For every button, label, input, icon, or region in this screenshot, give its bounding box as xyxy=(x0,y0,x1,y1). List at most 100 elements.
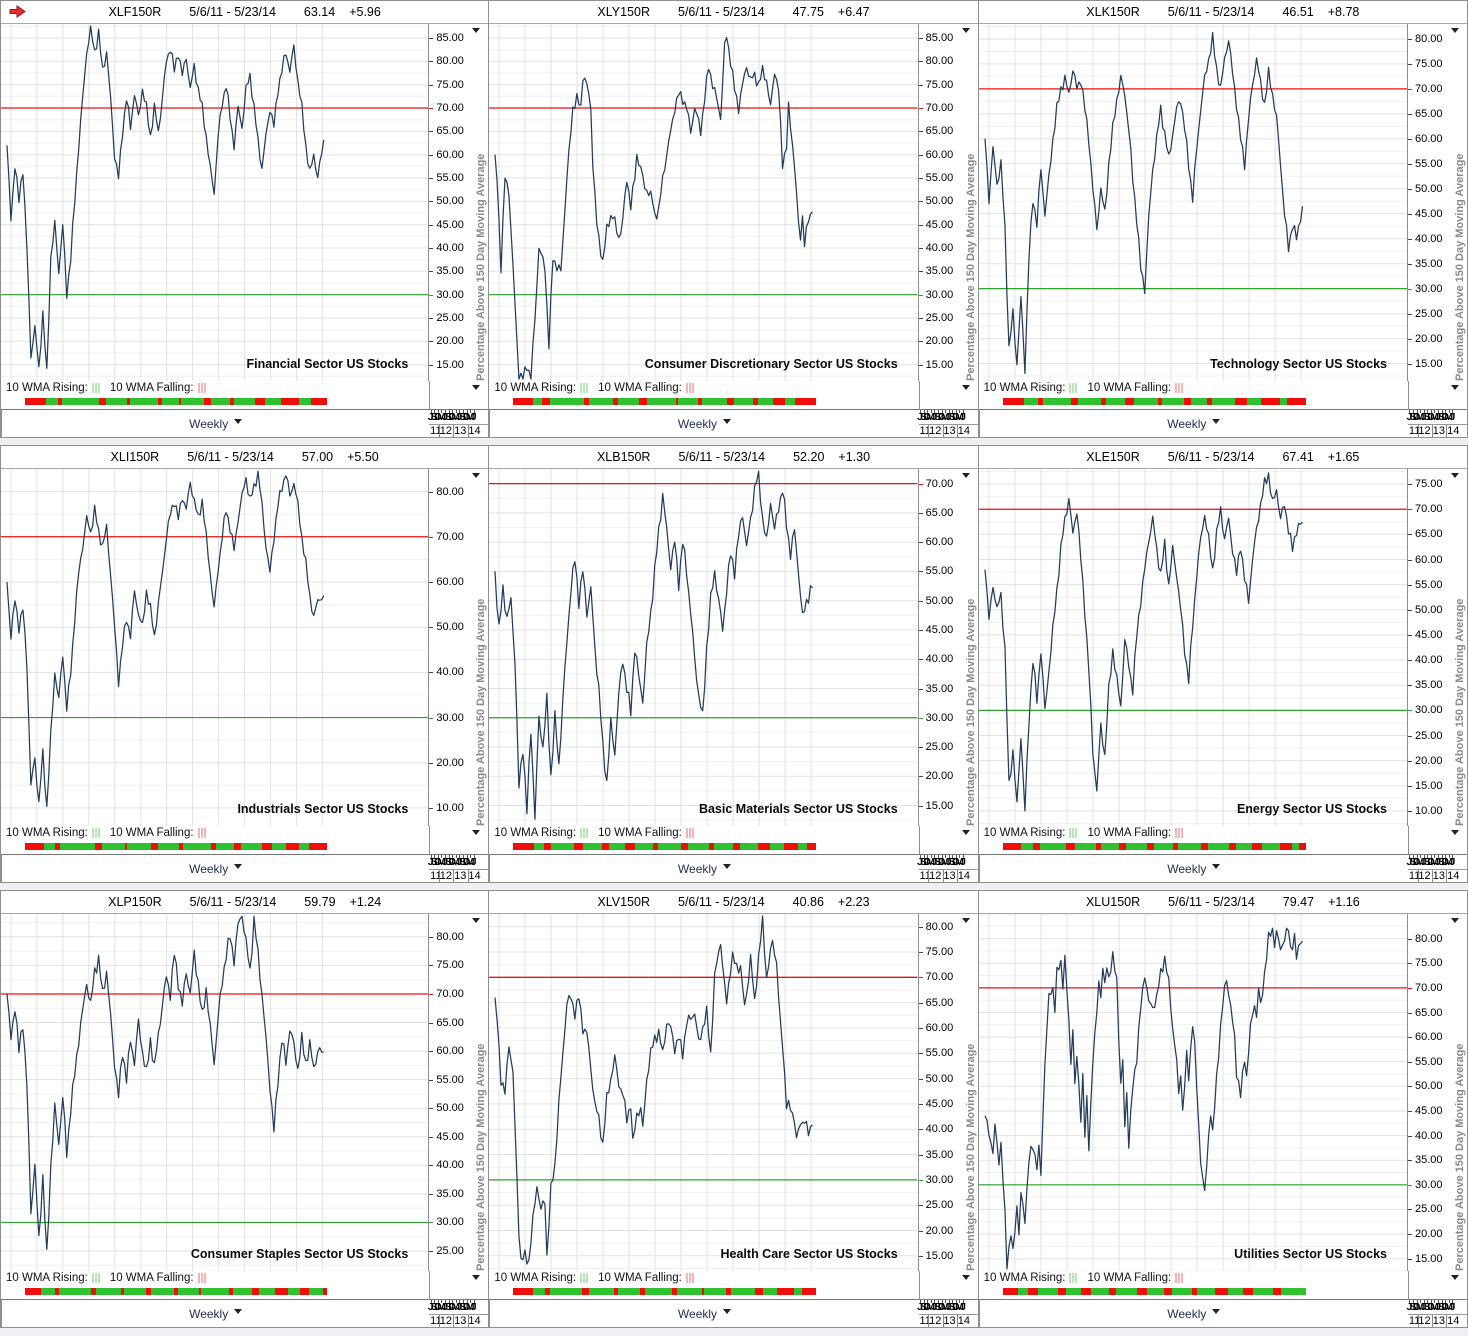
weekly-dropdown[interactable]: Weekly xyxy=(1,410,429,437)
indicator-collapse-arrow-icon[interactable] xyxy=(1451,1275,1459,1280)
indicator-collapse-arrow-icon[interactable] xyxy=(1451,830,1459,835)
axis-collapse-arrow-icon[interactable] xyxy=(472,473,481,478)
wma-rising-segment xyxy=(1091,1288,1109,1295)
month-tick xyxy=(1430,410,1432,413)
wma-falling-swatch-icon xyxy=(685,383,694,393)
y-axis-tick xyxy=(918,224,923,226)
axis-collapse-arrow-icon[interactable] xyxy=(961,918,970,923)
axis-collapse-arrow-icon[interactable] xyxy=(1451,918,1459,923)
y-axis-tick xyxy=(1408,1111,1412,1112)
wma-rising-segment xyxy=(534,843,544,850)
wma-falling-segment xyxy=(1157,398,1163,405)
ticker-symbol: XLK150R xyxy=(1086,5,1140,19)
indicator-collapse-arrow-icon[interactable] xyxy=(961,1275,970,1280)
y-axis: 15.00 20.00 25.00 30.00 35.00 40.00 45.00 50.00… xyxy=(918,24,978,381)
month-label: D xyxy=(937,1301,946,1313)
wma-rising-segment xyxy=(1126,843,1148,850)
month-tick xyxy=(448,410,450,413)
month-tick xyxy=(1441,410,1443,413)
weekly-dropdown[interactable]: Weekly xyxy=(978,855,1408,882)
weekly-dropdown[interactable]: Weekly xyxy=(978,410,1408,437)
y-axis-tick xyxy=(429,271,434,273)
month-tick xyxy=(941,410,943,413)
y-axis-tick xyxy=(1408,1258,1412,1260)
weekly-dropdown[interactable]: Weekly xyxy=(1,1300,429,1327)
weekly-dropdown[interactable]: Weekly xyxy=(489,410,918,437)
month-label: M xyxy=(1444,856,1454,868)
red-pointer-arrow-icon xyxy=(9,5,26,18)
month-tick xyxy=(1445,1300,1447,1303)
wma-rising-segment xyxy=(288,1288,300,1295)
indicator-collapse-arrow-icon[interactable] xyxy=(472,385,481,390)
wma-legend: 10 WMA Rising: 10 WMA Falling: xyxy=(494,827,704,839)
axis-collapse-arrow-icon[interactable] xyxy=(1451,28,1459,33)
wma-falling-segment xyxy=(1081,1288,1092,1295)
y-axis-tick-label: 85.00 xyxy=(436,32,464,44)
month-label: D xyxy=(1427,411,1435,423)
weekly-dropdown[interactable]: Weekly xyxy=(978,1300,1408,1327)
indicator-axis-cell xyxy=(1408,1271,1467,1300)
year-separator xyxy=(1417,425,1419,437)
weekly-dropdown[interactable]: Weekly xyxy=(489,855,918,882)
weekly-dropdown-arrow-icon xyxy=(234,419,243,424)
wma-falling-segment xyxy=(150,843,158,850)
wma-falling-segment xyxy=(1002,843,1022,850)
y-axis-tick-label: 25.00 xyxy=(436,1245,464,1257)
month-label: S xyxy=(1409,856,1417,868)
y-axis-tick-label: 50.00 xyxy=(436,195,464,208)
chart-title-bar: XLF150R 5/6/11 - 5/23/14 63.14 +5.96 xyxy=(1,1,489,24)
y-axis-tick xyxy=(918,84,923,86)
wma-falling-segment xyxy=(1287,398,1306,405)
y-axis-title: Percentage Above 150 Day Moving Average xyxy=(964,1043,977,1271)
wma-rising-segment xyxy=(769,843,784,850)
month-label: S xyxy=(948,1301,956,1313)
wma-falling-segment xyxy=(173,1288,179,1295)
month-label: S xyxy=(934,411,942,423)
wma-rising-falling-bar xyxy=(24,398,328,405)
month-tick xyxy=(959,410,961,413)
ticker-symbol: XLI150R xyxy=(110,450,160,464)
wma-falling-segment xyxy=(753,398,759,405)
indicator-collapse-arrow-icon[interactable] xyxy=(961,385,970,390)
y-axis-tick-label: 20.00 xyxy=(1415,754,1443,767)
weekly-dropdown-arrow-icon xyxy=(234,1309,243,1314)
wma-falling-segment xyxy=(726,398,735,405)
axis-collapse-arrow-icon[interactable] xyxy=(472,28,481,33)
month-tick xyxy=(448,855,450,858)
y-axis-tick xyxy=(1408,1160,1412,1162)
axis-collapse-arrow-icon[interactable] xyxy=(961,473,970,478)
month-label: S xyxy=(445,411,453,423)
wma-rising-falling-bar xyxy=(24,1288,328,1295)
axis-collapse-arrow-icon[interactable] xyxy=(1451,473,1459,478)
month-tick xyxy=(920,1300,922,1303)
y-axis-tick xyxy=(918,1078,923,1080)
wma-falling-segment xyxy=(234,843,242,850)
indicator-collapse-arrow-icon[interactable] xyxy=(472,830,481,835)
year-label: 13 xyxy=(943,870,956,882)
indicator-collapse-arrow-icon[interactable] xyxy=(472,1275,481,1280)
axis-collapse-arrow-icon[interactable] xyxy=(472,918,481,923)
month-label: M xyxy=(451,411,461,423)
chart-panel: XLU150R 5/6/11 - 5/23/14 79.47 +1.16 Uti… xyxy=(978,890,1468,1328)
month-label: M xyxy=(1430,856,1439,868)
weekly-dropdown[interactable]: Weekly xyxy=(489,1300,918,1327)
weekly-dropdown[interactable]: Weekly xyxy=(1,855,429,882)
indicator-collapse-arrow-icon[interactable] xyxy=(961,830,970,835)
wma-falling-swatch-icon xyxy=(685,828,694,838)
year-label: 14 xyxy=(957,870,970,882)
wma-rising-segment xyxy=(127,843,151,850)
month-label: D xyxy=(923,856,931,868)
y-axis-tick-label: 20.00 xyxy=(1415,332,1443,345)
y-axis-tick-label: 65.00 xyxy=(436,125,464,138)
month-tick xyxy=(930,410,932,413)
indicator-collapse-arrow-icon[interactable] xyxy=(1451,385,1459,390)
wma-rising-segment xyxy=(201,1288,229,1295)
y-axis-tick xyxy=(918,61,923,63)
month-label: M xyxy=(451,1301,461,1313)
wma-falling-segment xyxy=(545,1288,551,1295)
axis-collapse-arrow-icon[interactable] xyxy=(961,28,970,33)
month-tick xyxy=(930,855,932,858)
y-axis-tick xyxy=(429,108,434,109)
